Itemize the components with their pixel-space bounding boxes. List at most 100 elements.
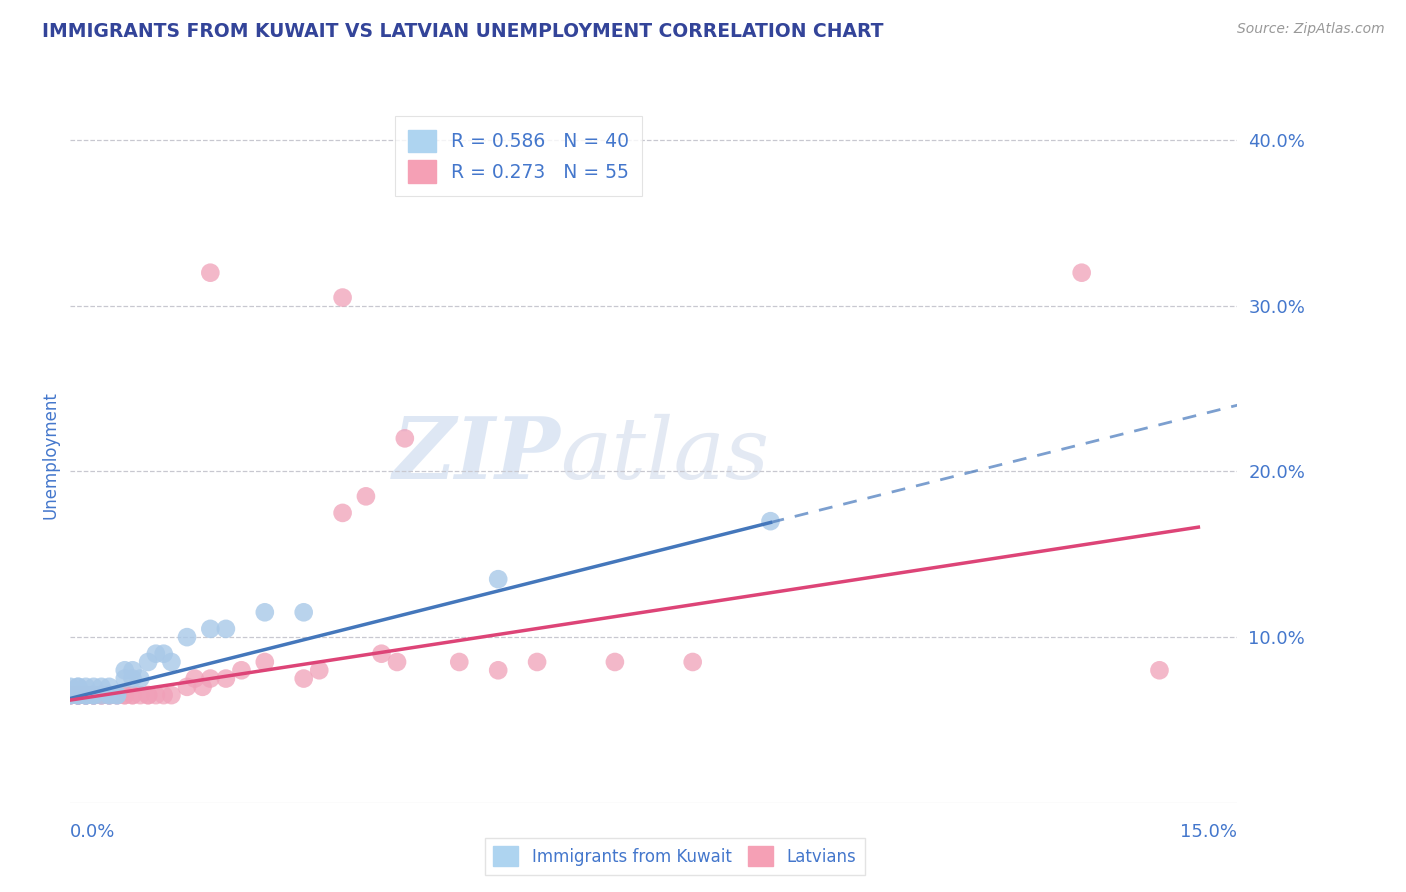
Point	[370, 647, 392, 661]
Point	[83, 688, 105, 702]
Point	[67, 680, 90, 694]
Point	[152, 688, 174, 702]
Point	[354, 489, 377, 503]
Point	[83, 688, 105, 702]
Point	[59, 688, 82, 702]
Point	[59, 688, 82, 702]
Point	[292, 605, 315, 619]
Point	[59, 688, 82, 702]
Point	[83, 680, 105, 694]
Point	[160, 688, 183, 702]
Point	[1070, 266, 1092, 280]
Text: Source: ZipAtlas.com: Source: ZipAtlas.com	[1237, 22, 1385, 37]
Point	[394, 431, 416, 445]
Point	[75, 688, 97, 702]
Point	[75, 688, 97, 702]
Point	[75, 680, 97, 694]
Point	[121, 672, 143, 686]
Text: atlas: atlas	[561, 414, 769, 496]
Point	[121, 688, 143, 702]
Point	[253, 655, 276, 669]
Point	[176, 630, 198, 644]
Point	[98, 688, 121, 702]
Point	[215, 622, 238, 636]
Point	[332, 291, 354, 305]
Point	[75, 688, 97, 702]
Point	[75, 688, 97, 702]
Point	[90, 688, 112, 702]
Point	[98, 688, 121, 702]
Point	[67, 688, 90, 702]
Point	[105, 688, 128, 702]
Point	[184, 672, 207, 686]
Point	[98, 680, 121, 694]
Point	[114, 672, 136, 686]
Y-axis label: Unemployment: Unemployment	[41, 391, 59, 519]
Point	[67, 688, 90, 702]
Legend: R = 0.586   N = 40, R = 0.273   N = 55: R = 0.586 N = 40, R = 0.273 N = 55	[395, 117, 643, 196]
Point	[253, 605, 276, 619]
Point	[145, 688, 167, 702]
Point	[215, 672, 238, 686]
Point	[67, 688, 90, 702]
Point	[200, 266, 222, 280]
Point	[486, 572, 509, 586]
Point	[98, 688, 121, 702]
Point	[98, 688, 121, 702]
Point	[1149, 663, 1171, 677]
Point	[67, 688, 90, 702]
Point	[67, 680, 90, 694]
Point	[83, 688, 105, 702]
Point	[603, 655, 626, 669]
Point	[292, 672, 315, 686]
Point	[160, 655, 183, 669]
Point	[114, 688, 136, 702]
Text: 15.0%: 15.0%	[1180, 822, 1237, 840]
Point	[449, 655, 471, 669]
Point	[90, 680, 112, 694]
Point	[75, 688, 97, 702]
Text: 0.0%: 0.0%	[70, 822, 115, 840]
Point	[59, 688, 82, 702]
Point	[75, 688, 97, 702]
Point	[114, 663, 136, 677]
Point	[75, 688, 97, 702]
Point	[191, 680, 214, 694]
Point	[67, 688, 90, 702]
Point	[759, 514, 782, 528]
Text: IMMIGRANTS FROM KUWAIT VS LATVIAN UNEMPLOYMENT CORRELATION CHART: IMMIGRANTS FROM KUWAIT VS LATVIAN UNEMPL…	[42, 22, 884, 41]
Point	[200, 622, 222, 636]
Point	[90, 688, 112, 702]
Point	[83, 688, 105, 702]
Point	[90, 688, 112, 702]
Point	[145, 647, 167, 661]
Point	[682, 655, 704, 669]
Point	[129, 688, 152, 702]
Point	[105, 688, 128, 702]
Point	[486, 663, 509, 677]
Point	[231, 663, 253, 677]
Point	[75, 688, 97, 702]
Point	[67, 688, 90, 702]
Point	[83, 688, 105, 702]
Point	[136, 655, 159, 669]
Point	[129, 672, 152, 686]
Point	[59, 680, 82, 694]
Point	[121, 688, 143, 702]
Point	[136, 688, 159, 702]
Text: ZIP: ZIP	[392, 413, 561, 497]
Point	[114, 688, 136, 702]
Legend: Immigrants from Kuwait, Latvians: Immigrants from Kuwait, Latvians	[485, 838, 865, 875]
Point	[308, 663, 330, 677]
Point	[136, 688, 159, 702]
Point	[105, 688, 128, 702]
Point	[83, 688, 105, 702]
Point	[67, 688, 90, 702]
Point	[385, 655, 408, 669]
Point	[176, 680, 198, 694]
Point	[59, 688, 82, 702]
Point	[200, 672, 222, 686]
Point	[152, 647, 174, 661]
Point	[332, 506, 354, 520]
Point	[67, 688, 90, 702]
